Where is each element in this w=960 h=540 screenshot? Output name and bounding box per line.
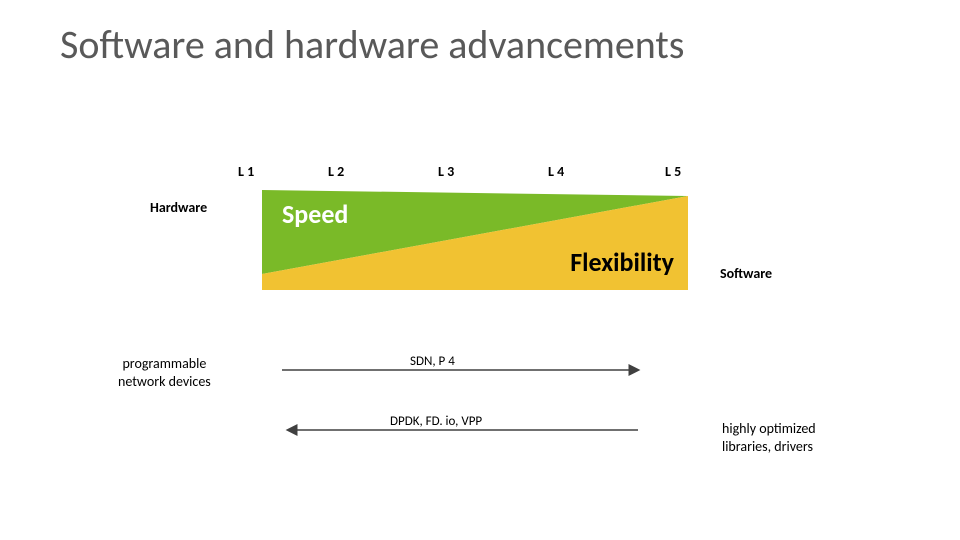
layer-label-l1: L 1 <box>238 163 254 180</box>
arrow-right <box>282 362 644 378</box>
slide-title: Software and hardware advancements <box>60 20 684 69</box>
arrow-right-caption: programmablenetwork devices <box>118 355 211 390</box>
speed-text: Speed <box>282 198 348 230</box>
arrow-left-label: DPDK, FD. io, VPP <box>390 414 482 429</box>
arrow-left-caption: highly optimizedlibraries, drivers <box>722 420 816 455</box>
hardware-label: Hardware <box>150 199 207 216</box>
layer-label-l3: L 3 <box>438 163 454 180</box>
layer-label-l2: L 2 <box>328 163 344 180</box>
speed-flexibility-diagram: Speed Flexibility <box>262 190 688 290</box>
layer-label-l5: L 5 <box>665 163 681 180</box>
software-label: Software <box>720 265 772 282</box>
layer-label-l4: L 4 <box>548 163 564 180</box>
flexibility-text: Flexibility <box>570 246 674 278</box>
arrow-right-label: SDN, P 4 <box>410 354 455 369</box>
